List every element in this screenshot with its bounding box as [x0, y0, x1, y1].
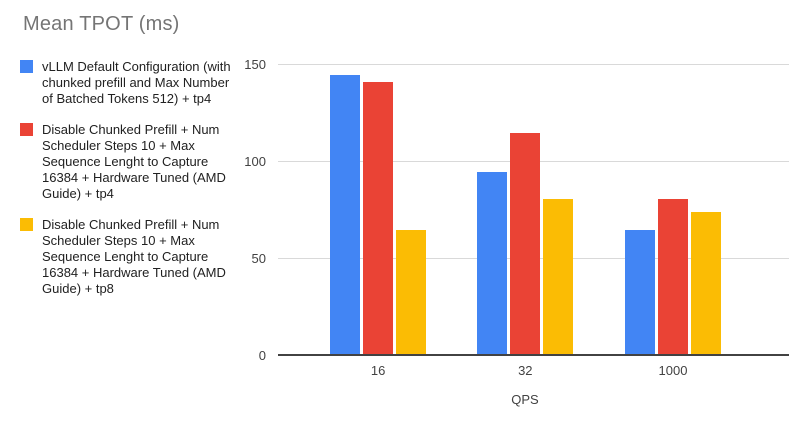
- bar-group-32: [477, 132, 574, 356]
- legend-item: vLLM Default Configuration (with chunked…: [20, 59, 240, 107]
- bar-group-16: [330, 74, 427, 356]
- legend-label: Disable Chunked Prefill + Num Scheduler …: [42, 122, 226, 201]
- legend-item: Disable Chunked Prefill + Num Scheduler …: [20, 122, 240, 202]
- plot-area: 0 50 100 150 16 32 1000: [244, 57, 789, 378]
- legend-swatch: [20, 123, 33, 136]
- y-tick-label-100: 100: [244, 154, 266, 169]
- bar: [330, 74, 361, 356]
- bar: [543, 198, 574, 356]
- x-tick-label-16: 16: [370, 363, 386, 378]
- y-tick-label-50: 50: [251, 251, 266, 266]
- legend-label: vLLM Default Configuration (with chunked…: [42, 59, 231, 106]
- bar-group-1000: [625, 198, 721, 356]
- x-tick-label-1000: 1000: [658, 363, 688, 378]
- x-axis-title: QPS: [511, 392, 539, 407]
- gridline-150: [278, 64, 789, 65]
- legend-label: Disable Chunked Prefill + Num Scheduler …: [42, 217, 226, 296]
- bar: [658, 198, 688, 356]
- bar: [691, 212, 721, 356]
- bar: [396, 229, 427, 356]
- legend-swatch: [20, 218, 33, 231]
- x-axis-line: [278, 354, 789, 356]
- legend: vLLM Default Configuration (with chunked…: [20, 59, 240, 312]
- bar: [625, 229, 655, 356]
- y-tick-label-150: 150: [244, 57, 266, 72]
- bar: [477, 171, 508, 356]
- bar: [363, 82, 394, 356]
- chart-title: Mean TPOT (ms): [23, 13, 180, 35]
- legend-item: Disable Chunked Prefill + Num Scheduler …: [20, 217, 240, 297]
- x-tick-label-32: 32: [518, 363, 533, 378]
- legend-swatch: [20, 60, 33, 73]
- bar: [510, 132, 541, 356]
- y-tick-label-0: 0: [258, 348, 266, 363]
